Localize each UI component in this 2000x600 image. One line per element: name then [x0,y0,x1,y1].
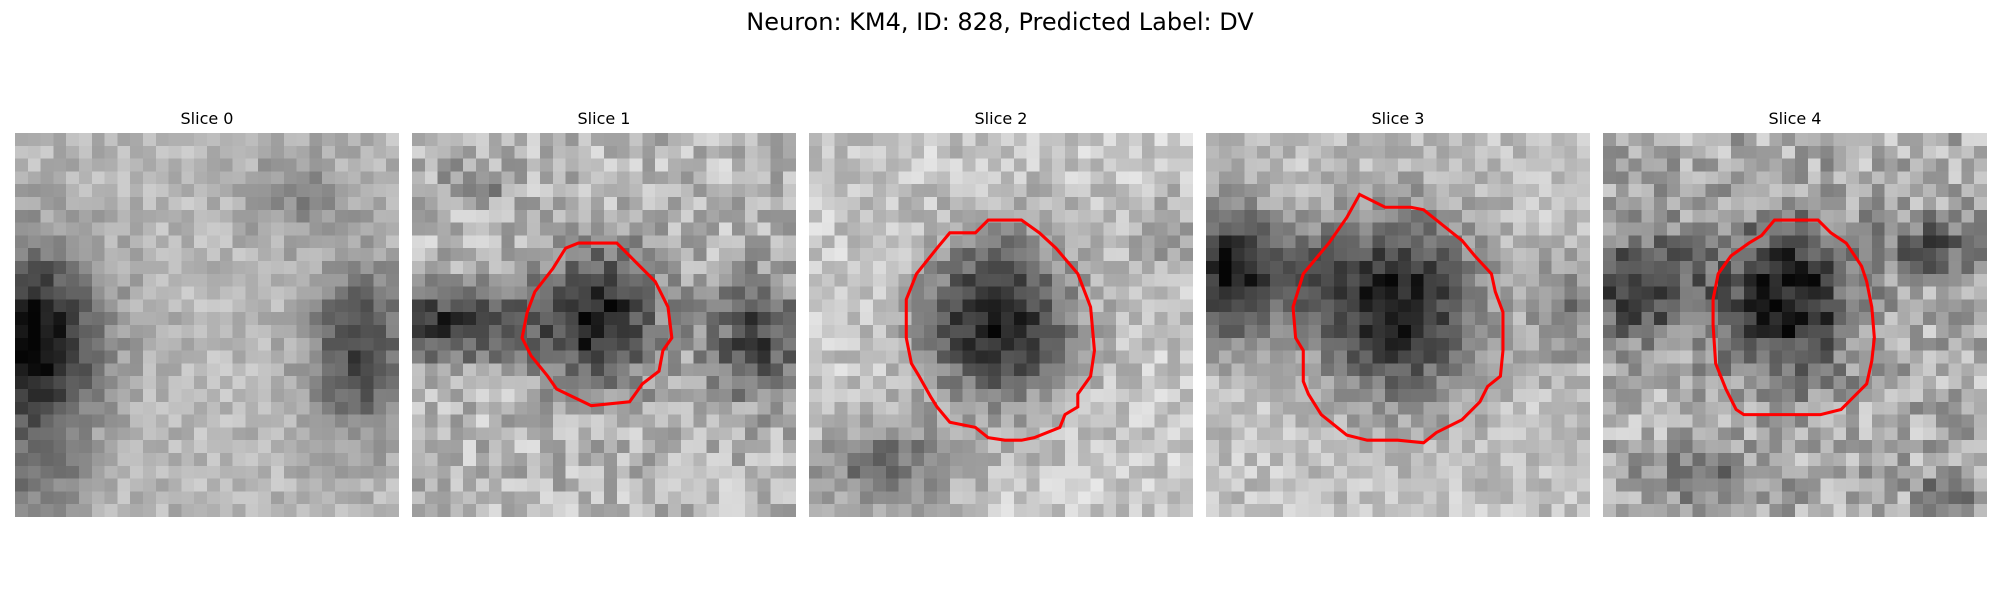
segmentation-contour-2 [904,218,1096,442]
slice-image-2 [809,133,1193,517]
slice-title-2: Slice 2 [974,109,1028,128]
slice-panel-1: Slice 1 [412,108,796,517]
slice-title-3: Slice 3 [1371,109,1425,128]
slice-panel-0: Slice 0 [15,108,399,517]
slice-panel-2: Slice 2 [809,108,1193,517]
slice-image-4 [1603,133,1987,517]
slice-image-1 [412,133,796,517]
slice-title-0: Slice 0 [180,109,234,128]
slice-image-0 [15,133,399,517]
segmentation-contour-4 [1711,218,1876,417]
figure-title: Neuron: KM4, ID: 828, Predicted Label: D… [746,8,1254,36]
slice-image-3 [1206,133,1590,517]
slice-title-1: Slice 1 [577,109,631,128]
slice-title-4: Slice 4 [1768,109,1822,128]
segmentation-contour-3 [1291,192,1505,445]
slice-panel-4: Slice 4 [1603,108,1987,517]
segmentation-contour-1 [520,241,674,408]
slice-panel-3: Slice 3 [1206,108,1590,517]
